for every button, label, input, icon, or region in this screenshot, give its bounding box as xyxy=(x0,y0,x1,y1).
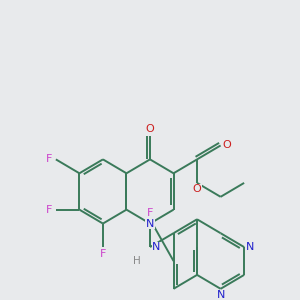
Text: F: F xyxy=(46,205,52,215)
Text: O: O xyxy=(146,124,154,134)
Text: O: O xyxy=(223,140,231,151)
Text: N: N xyxy=(246,242,255,252)
Text: H: H xyxy=(133,256,141,266)
Text: O: O xyxy=(193,184,201,194)
Text: N: N xyxy=(216,290,225,300)
Text: N: N xyxy=(146,219,154,229)
Text: N: N xyxy=(152,242,160,252)
Text: F: F xyxy=(46,154,52,164)
Text: F: F xyxy=(100,248,106,259)
Text: F: F xyxy=(147,208,153,218)
